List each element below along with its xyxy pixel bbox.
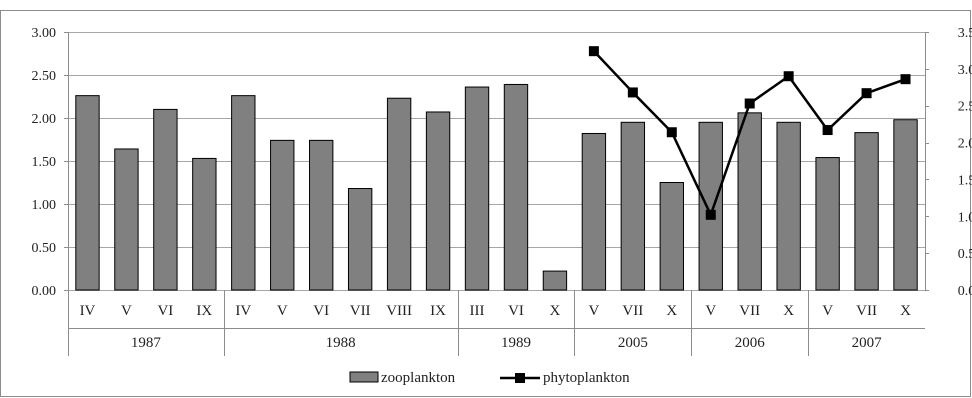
- bar-zooplankton: [75, 95, 100, 291]
- x-category-label: IX: [430, 303, 446, 319]
- y-right-tick-label: 1.00: [958, 210, 972, 225]
- x-group-label: 1988: [326, 335, 356, 351]
- x-category-label: X: [666, 303, 677, 319]
- x-group-label: 1987: [131, 335, 162, 351]
- bar-zooplankton: [309, 139, 334, 291]
- x-category-label: III: [470, 303, 485, 319]
- bar-zooplankton: [620, 121, 646, 291]
- bar-zooplankton: [270, 139, 295, 291]
- x-category-label: IV: [80, 303, 96, 319]
- x-category-label: VII: [350, 303, 371, 319]
- x-category-label: V: [277, 303, 288, 319]
- y-left-tick-label: 2.50: [32, 69, 57, 84]
- y-left-tick-label: 1.50: [32, 155, 57, 170]
- x-category-label: IV: [235, 303, 251, 319]
- point-phytoplankton: [666, 127, 677, 138]
- x-category-label: X: [900, 303, 911, 319]
- bar-zooplankton: [854, 132, 879, 291]
- bar-zooplankton: [192, 157, 217, 291]
- bar-zooplankton: [737, 112, 762, 291]
- x-category-label: X: [550, 303, 561, 319]
- x-category-label: V: [121, 303, 132, 319]
- bar-zooplankton: [776, 121, 801, 291]
- bar-zooplankton: [581, 132, 607, 291]
- bar-zooplankton: [698, 121, 723, 291]
- point-phytoplankton: [900, 74, 911, 85]
- x-group-label: 2006: [735, 335, 766, 351]
- point-phytoplankton: [861, 88, 872, 99]
- x-category-label: VII: [739, 303, 760, 319]
- x-category-label: VII: [622, 303, 643, 319]
- x-category-label: IX: [196, 303, 212, 319]
- bar-zooplankton: [659, 182, 684, 291]
- point-phytoplankton: [588, 46, 599, 57]
- x-category-label: VI: [508, 303, 524, 319]
- point-phytoplankton: [744, 98, 755, 109]
- bar-zooplankton: [114, 148, 139, 291]
- bar-zooplankton: [153, 108, 178, 291]
- x-category-label: V: [588, 303, 599, 319]
- legend-marker-phytoplankton: [515, 373, 525, 383]
- y-right-tick-label: 2.50: [958, 100, 972, 115]
- x-category-label: VI: [157, 303, 173, 319]
- x-group-label: 2005: [618, 335, 648, 351]
- x-group-label: 2007: [852, 335, 883, 351]
- chart-border: [0, 10, 971, 397]
- x-category-label: VIII: [386, 303, 412, 319]
- bar-zooplankton: [893, 119, 918, 291]
- bar-zooplankton: [542, 270, 568, 291]
- bar-zooplankton: [503, 83, 529, 291]
- legend-label-zooplankton: zooplankton: [381, 370, 456, 386]
- point-phytoplankton: [822, 125, 833, 136]
- x-category-label: V: [822, 303, 833, 319]
- y-left-tick-label: 0.00: [32, 284, 57, 299]
- y-left-tick-label: 1.00: [32, 198, 57, 213]
- y-left-tick-label: 0.50: [32, 241, 57, 256]
- point-phytoplankton: [627, 87, 638, 98]
- y-right-tick-label: 3.00: [958, 63, 972, 78]
- y-right-tick-label: 0.50: [958, 247, 972, 262]
- y-right-tick-label: 3.50: [958, 26, 972, 41]
- bar-zooplankton: [347, 188, 373, 291]
- y-right-tick-label: 0.00: [958, 284, 972, 299]
- y-right-tick-label: 1.50: [958, 173, 972, 188]
- bar-zooplankton: [231, 95, 256, 291]
- bar-zooplankton: [425, 111, 451, 291]
- x-group-label: 1989: [501, 335, 531, 351]
- y-left-tick-label: 3.00: [32, 26, 57, 41]
- y-right-tick-label: 2.00: [958, 137, 972, 152]
- point-phytoplankton: [783, 71, 794, 82]
- bar-zooplankton: [464, 86, 490, 291]
- bar-zooplankton: [815, 157, 840, 291]
- x-category-label: X: [783, 303, 794, 319]
- y-left-tick-label: 2.00: [32, 112, 57, 127]
- legend-swatch-zooplankton: [349, 371, 379, 383]
- bar-zooplankton: [386, 97, 412, 291]
- legend-label-phytoplankton: phytoplankton: [543, 370, 630, 386]
- x-category-label: VII: [856, 303, 877, 319]
- point-phytoplankton: [705, 209, 716, 220]
- x-category-label: VI: [313, 303, 329, 319]
- x-category-label: V: [705, 303, 716, 319]
